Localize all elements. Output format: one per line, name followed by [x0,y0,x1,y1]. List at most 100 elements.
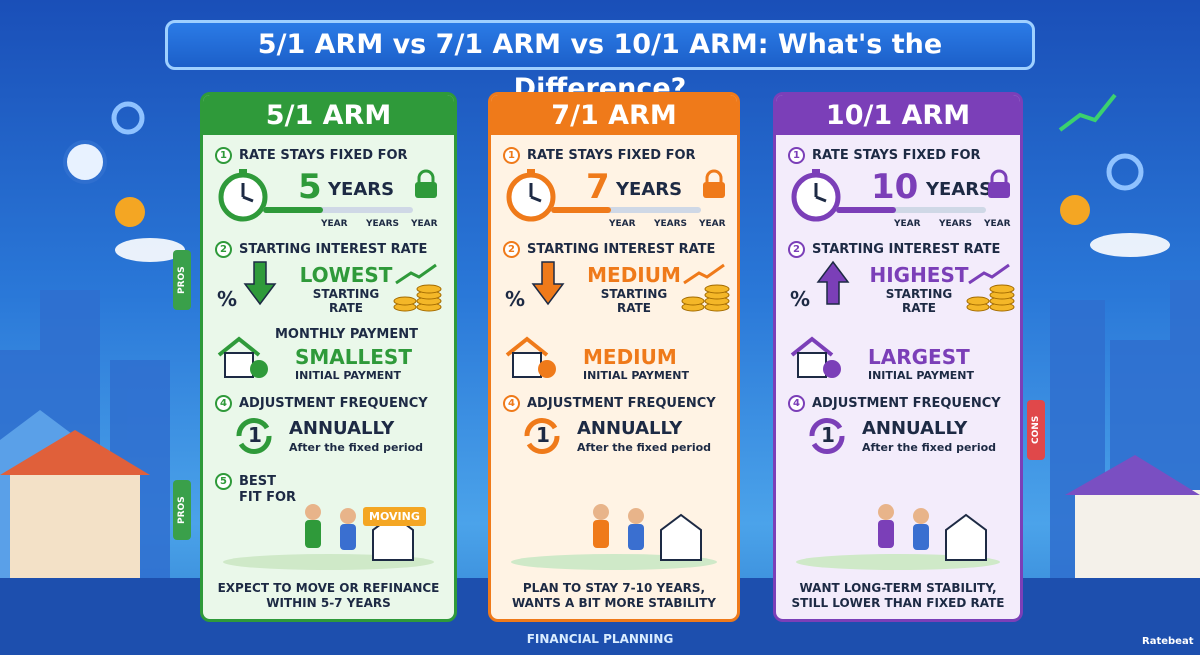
step-number: 4 [503,395,520,412]
house-icon [505,336,556,378]
section-label: STARTING INTEREST RATE [527,242,716,257]
rate-symbol: % [790,287,811,311]
fixed-years-unit: YEARS [926,179,993,200]
fixed-years-unit: YEARS [328,179,395,200]
timeline-bar [551,207,701,213]
step-number: 2 [788,241,805,258]
house-icon [790,336,841,378]
fit-summary: PLAN TO STAY 7-10 YEARS, WANTS A BIT MOR… [511,581,716,610]
fixed-years-number: 5 [298,167,322,207]
timeline-label: YEAR [609,219,636,229]
lock-icon [703,169,725,198]
lock-icon [988,169,1010,198]
timeline-label: YEAR [699,219,726,229]
step-number: 2 [503,241,520,258]
payment-caption: INITIAL PAYMENT [583,369,689,382]
payment-level: SMALLEST [295,345,412,369]
cycle-number: 1 [821,423,835,447]
stopwatch-icon [218,169,268,222]
step-number: 4 [788,395,805,412]
house-icon [217,336,268,378]
step-number: 1 [215,147,232,164]
adjust-caption: After the fixed period [577,441,712,454]
section-label: ADJUSTMENT FREQUENCY [527,396,716,411]
cycle-icon [809,417,845,455]
cons-label: CONS [1027,400,1045,460]
fit-summary: WANT LONG-TERM STABILITY, STILL LOWER TH… [791,581,1005,610]
step-number: 4 [215,395,232,412]
pros-label: PROS [173,250,191,310]
stopwatch-icon [791,169,841,222]
rate-level: MEDIUM [587,263,681,287]
timeline-label: YEAR [894,219,921,229]
stopwatch-icon [506,169,556,222]
payment-level: MEDIUM [583,345,677,369]
cycle-number: 1 [536,423,550,447]
step-number: 1 [788,147,805,164]
adjust-level: ANNUALLY [862,418,968,439]
section-label: RATE STAYS FIXED FOR [812,148,981,163]
brand: Ratebeat [1142,636,1194,647]
section-label: BEST FIT FOR [239,474,297,505]
plan-column: 10/1 ARM 1 RATE STAYS FIXED FOR 10 YEARS YEAR… [773,92,1023,622]
rate-arrow [816,260,850,305]
adjust-level: ANNUALLY [289,418,395,439]
plan-name: 10/1 ARM [776,95,1020,135]
fit-illustration [511,504,717,570]
timeline-bar [263,207,413,213]
rate-symbol: % [505,287,526,311]
fit-illustration [223,504,434,570]
section-label: RATE STAYS FIXED FOR [527,148,696,163]
rate-level: LOWEST [299,263,393,287]
coins-icon [681,263,730,312]
step-number: 2 [215,241,232,258]
timeline-label: YEAR [411,219,438,229]
rate-level: HIGHEST [869,263,969,287]
plan-column: 7/1 ARM 1 RATE STAYS FIXED FOR 7 YEARS YEAR YE… [488,92,740,622]
section-label: ADJUSTMENT FREQUENCY [239,396,428,411]
adjust-caption: After the fixed period [289,441,424,454]
cycle-icon [236,417,272,455]
rate-caption: STARTING RATE [600,287,668,315]
payment-level: LARGEST [868,345,970,369]
rate-caption: STARTING RATE [312,287,380,315]
footer: FINANCIAL PLANNING [526,632,674,646]
step-number: 1 [503,147,520,164]
adjust-caption: After the fixed period [862,441,997,454]
step-number: 5 [215,473,232,490]
rate-arrow [531,261,565,306]
lock-icon [415,169,437,198]
rate-caption: STARTING RATE [885,287,953,315]
fixed-years-number: 10 [871,167,919,207]
title: 5/1 ARM vs 7/1 ARM vs 10/1 ARM: What's t… [165,20,1035,104]
fixed-years-unit: YEARS [616,179,683,200]
coins-icon [393,263,442,312]
timeline-label: YEARS [366,219,400,229]
fit-sign: MOVING [363,507,426,526]
cycle-icon [524,417,560,455]
fit-summary: EXPECT TO MOVE OR REFINANCE WITHIN 5-7 Y… [217,581,440,610]
timeline-label: YEAR [984,219,1011,229]
payment-caption: INITIAL PAYMENT [868,369,974,382]
timeline-label: YEAR [321,219,348,229]
pros-label: PROS [173,480,191,540]
fixed-years-number: 7 [586,167,610,207]
section-label: ADJUSTMENT FREQUENCY [812,396,1001,411]
section-label: STARTING INTEREST RATE [239,242,428,257]
cycle-number: 1 [248,423,262,447]
rate-symbol: % [217,287,238,311]
section-label: MONTHLY PAYMENT [275,327,418,342]
plan-column: 5/1 ARM 1 RATE STAYS FIXED FOR 5 YEARS YEAR YE… [200,92,457,622]
timeline-bar [836,207,986,213]
plan-name: 7/1 ARM [491,95,737,135]
adjust-level: ANNUALLY [577,418,683,439]
fit-illustration [796,504,1000,570]
timeline-label: YEARS [939,219,973,229]
payment-caption: INITIAL PAYMENT [295,369,401,382]
section-label: STARTING INTEREST RATE [812,242,1001,257]
timeline-label: YEARS [654,219,688,229]
section-label: RATE STAYS FIXED FOR [239,148,408,163]
plan-name: 5/1 ARM [203,95,454,135]
coins-icon [966,263,1015,312]
